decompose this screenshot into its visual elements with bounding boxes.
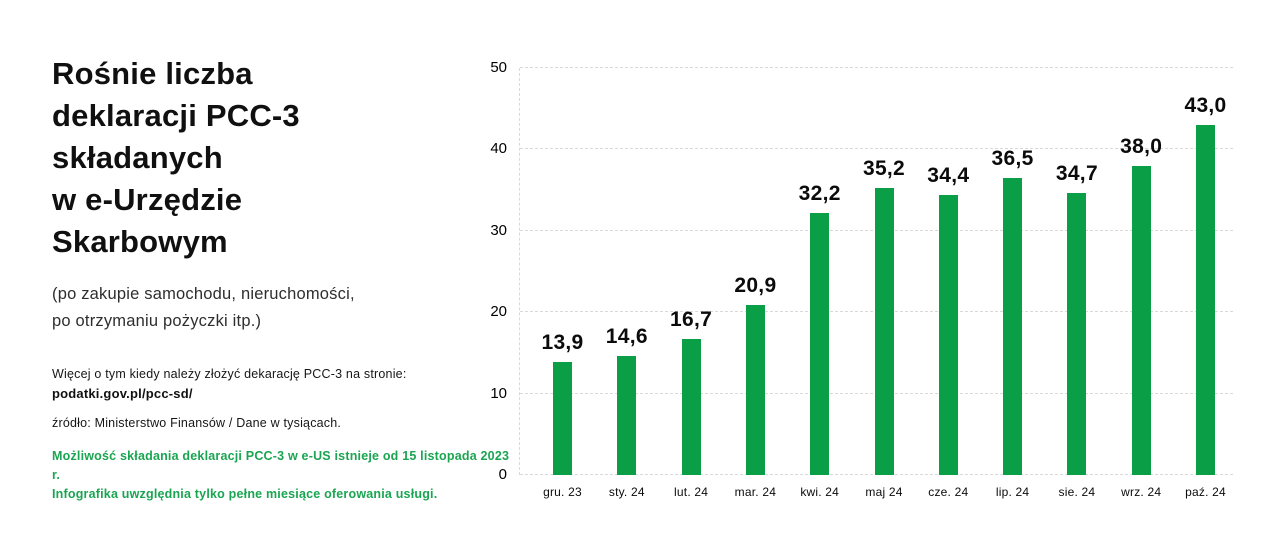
- y-tick-label-0: 0: [498, 466, 507, 483]
- x-axis-label: wrz. 24: [1121, 485, 1162, 499]
- gridline-40: [520, 148, 1233, 150]
- bar-cze. 24: [938, 194, 958, 475]
- bar-maj 24: [874, 188, 894, 475]
- x-axis-label: sty. 24: [608, 485, 645, 499]
- info-text: Więcej o tym kiedy należy złożyć dekarac…: [52, 367, 407, 381]
- bar-value-label: 13,9: [541, 330, 584, 354]
- info-link-url: podatki.gov.pl/pcc-sd/: [52, 386, 193, 401]
- y-tick-label-30: 30: [490, 221, 507, 239]
- footnote-line-1: Możliwość składania deklaracji PCC-3 w e…: [52, 449, 510, 482]
- bar-kwi. 24: [810, 212, 830, 475]
- x-axis-label: lip. 24: [995, 485, 1030, 499]
- bar-paź. 24: [1196, 124, 1215, 475]
- x-axis-label: gru. 23: [543, 485, 582, 499]
- bar-sie. 24: [1067, 192, 1087, 475]
- y-tick-label-50: 50: [490, 59, 507, 76]
- bar-lip. 24: [1003, 177, 1023, 475]
- x-axis-label: sie. 24: [1058, 485, 1096, 499]
- x-axis-label: mar. 24: [734, 485, 777, 499]
- bar-sty. 24: [617, 356, 637, 475]
- y-tick-label-10: 10: [490, 384, 507, 402]
- plot-area: 13,9 gru. 23 14,6 sty. 24 16,7 lut. 24 20,9 mar…: [519, 67, 1233, 499]
- x-axis-label: cze. 24: [928, 485, 969, 499]
- bar-value-label: 16,7: [670, 308, 713, 332]
- bar-value-label: 35,2: [862, 157, 906, 181]
- bar-value-label: 20,9: [734, 273, 777, 297]
- subtitle-line-2: po otrzymaniu pożyczki itp.): [52, 312, 262, 330]
- footnote: Możliwość składania deklaracji PCC-3 w e…: [52, 447, 512, 504]
- bar-mar. 24: [745, 304, 765, 475]
- title-line-1: Rośnie liczba: [52, 56, 253, 91]
- bar-value-label: 43,0: [1184, 93, 1227, 117]
- page-title: Rośnie liczba deklaracji PCC-3 składanyc…: [52, 53, 482, 263]
- bar-value-label: 38,0: [1120, 134, 1163, 158]
- y-tick-label-20: 20: [490, 303, 507, 321]
- gridline-50: [520, 67, 1233, 68]
- title-line-5: Skarbowym: [52, 224, 228, 259]
- x-axis-label: paź. 24: [1185, 485, 1226, 499]
- subtitle: (po zakupie samochodu, nieruchomości, po…: [52, 281, 482, 335]
- subtitle-line-1: (po zakupie samochodu, nieruchomości,: [52, 285, 355, 303]
- bar-wrz. 24: [1131, 165, 1151, 475]
- x-axis-label: maj 24: [865, 485, 903, 499]
- x-axis-label: lut. 24: [674, 485, 709, 499]
- bar-lut. 24: [681, 339, 701, 475]
- bar-value-label: 36,5: [991, 146, 1034, 170]
- y-tick-label-40: 40: [490, 140, 507, 158]
- bar-value-label: 34,4: [927, 163, 970, 187]
- title-line-4: w e-Urzędzie: [52, 182, 243, 217]
- bar-value-label: 32,2: [798, 181, 841, 205]
- footnote-line-2: Infografika uwzględnia tylko pełne miesi…: [52, 487, 438, 501]
- x-axis-label: kwi. 24: [800, 485, 840, 499]
- title-line-3: składanych: [52, 140, 223, 175]
- source-text: źródło: Ministerstwo Finansów / Dane w t…: [52, 416, 342, 430]
- bar-value-label: 34,7: [1055, 161, 1098, 185]
- title-line-2: deklaracji PCC-3: [52, 98, 300, 133]
- bar-value-label: 14,6: [605, 325, 648, 349]
- bar-gru. 23: [553, 361, 572, 475]
